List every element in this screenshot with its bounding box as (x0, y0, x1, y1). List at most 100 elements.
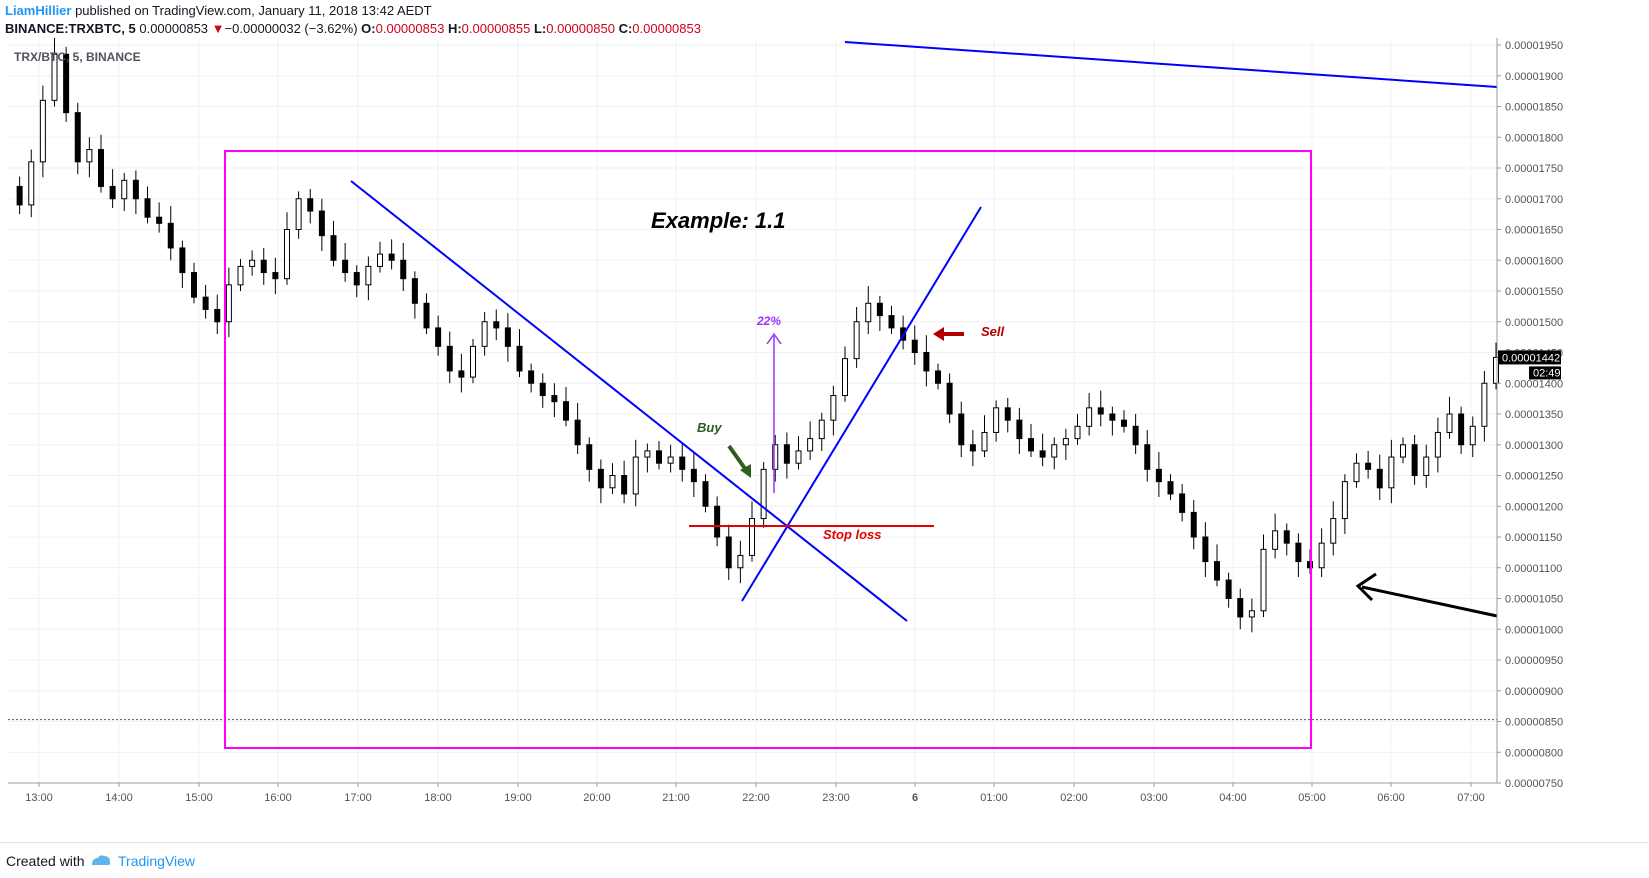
candle-down (1132, 425, 1139, 446)
symbol-label[interactable]: BINANCE:TRXBTC, 5 (5, 21, 136, 36)
y-tick-label: 0.00001700 (1505, 194, 1563, 206)
open-value: 0.00000853 (375, 21, 445, 36)
sell-label: Sell (981, 324, 1005, 339)
buy-arrow-line (727, 444, 748, 472)
candle-down (935, 370, 941, 384)
candle-up (1388, 456, 1395, 489)
price-axis[interactable]: 0.00001950 0.00001900 0.00001850 0.00001800… (1496, 38, 1563, 790)
candle-down (1295, 542, 1302, 563)
candle-down (969, 444, 976, 452)
candle-down (923, 352, 930, 372)
candle-up (1051, 444, 1058, 458)
x-tick-label: 01:00 (980, 792, 1008, 804)
candle-down (400, 259, 407, 280)
candle-down (144, 198, 151, 218)
candle-down (1004, 407, 1011, 421)
current-price-label: 0.00001442 (1502, 352, 1560, 364)
candle-down (702, 481, 709, 507)
candle-down (621, 475, 628, 495)
candle-up (225, 284, 232, 323)
y-tick-label: 0.00001650 (1505, 225, 1563, 237)
candle-down (179, 247, 186, 274)
x-tick-label: 19:00 (504, 792, 532, 804)
x-tick-label: 15:00 (185, 792, 213, 804)
x-tick-label: 05:00 (1298, 792, 1326, 804)
candle-down (191, 272, 197, 298)
candle-up (1446, 413, 1453, 433)
candle-down (1237, 598, 1244, 618)
candle-down (1214, 561, 1220, 581)
candle-down (1155, 468, 1162, 483)
x-tick-label: 04:00 (1219, 792, 1247, 804)
x-tick-label: 07:00 (1457, 792, 1485, 804)
created-with-label: Created with (6, 853, 85, 869)
x-tick-label: 21:00 (662, 792, 690, 804)
candle-up (1086, 407, 1093, 427)
current-price-box (1498, 350, 1561, 365)
candle-down (1283, 530, 1290, 544)
candle-down (679, 456, 686, 470)
candle-down (1039, 450, 1046, 458)
candle-down (342, 259, 349, 274)
candle-down (63, 53, 70, 114)
candle-down (1097, 407, 1104, 415)
candle-down (586, 444, 593, 470)
candle-down (435, 327, 442, 347)
candle-up (667, 456, 674, 464)
chart-header: LiamHillier published on TradingView.com… (0, 0, 1649, 38)
y-tick-label: 0.00000950 (1505, 655, 1563, 667)
y-tick-label: 0.00001000 (1505, 624, 1563, 636)
candle-down (1167, 481, 1174, 495)
x-tick-label: 06:00 (1377, 792, 1405, 804)
tradingview-link[interactable]: TradingView (118, 853, 196, 869)
candle-down (1109, 413, 1116, 421)
candle-down (888, 315, 895, 329)
y-tick-label: 0.00001350 (1505, 409, 1563, 421)
author-link[interactable]: LiamHillier (5, 3, 72, 18)
candle-up (749, 518, 755, 556)
y-tick-label: 0.00001050 (1505, 594, 1563, 606)
candle-up (481, 321, 488, 347)
candle-up (1330, 518, 1337, 544)
candle-down (1225, 579, 1232, 599)
candle-up (632, 456, 639, 495)
high-value: 0.00000855 (461, 21, 531, 36)
candle-down (783, 444, 790, 464)
price-chart[interactable]: TRX/BTC, 5, BINANCE Stop loss Example: 1.1… (0, 38, 1649, 842)
candle-up (853, 321, 860, 360)
x-tick-label: 13:00 (25, 792, 53, 804)
y-tick-label: 0.00001800 (1505, 132, 1563, 144)
candle-up (842, 358, 848, 397)
candle-down (272, 272, 279, 280)
candle-down (318, 210, 325, 237)
y-tick-label: 0.00001100 (1505, 563, 1562, 575)
close-value: 0.00000853 (632, 21, 701, 36)
candle-down (167, 222, 174, 249)
candle-down (307, 198, 314, 212)
close-label: C: (618, 21, 633, 36)
candle-up (1062, 438, 1069, 446)
candle-up (807, 438, 814, 452)
x-tick-label: 23:00 (822, 792, 850, 804)
candle-down (516, 345, 523, 372)
candle-down (1179, 493, 1186, 513)
drawings-layer: TRX/BTC, 5, BINANCE Stop loss Example: 1.1… (8, 41, 1498, 749)
open-label: O: (361, 21, 376, 36)
price-change: −0.00000032 (−3.62%) (224, 21, 358, 36)
candle-up (1260, 548, 1267, 612)
candle-up (377, 253, 383, 267)
candle-up (365, 265, 372, 286)
time-axis[interactable]: 13:00 14:00 15:00 16:00 17:00 18:00 19:00 20:00… (8, 782, 1497, 804)
candle-up (86, 149, 93, 163)
y-tick-label: 0.00000850 (1505, 717, 1563, 729)
candle-up (830, 395, 837, 421)
x-tick-label: 18:00 (424, 792, 452, 804)
candle-up (249, 259, 256, 267)
candle-down (1365, 462, 1372, 470)
y-tick-label: 0.00000900 (1505, 686, 1563, 698)
candle-up (1341, 481, 1348, 520)
candle-up (609, 475, 616, 489)
last-price: 0.00000853 (139, 21, 209, 36)
candle-up (981, 431, 988, 452)
candle-down (876, 302, 883, 317)
